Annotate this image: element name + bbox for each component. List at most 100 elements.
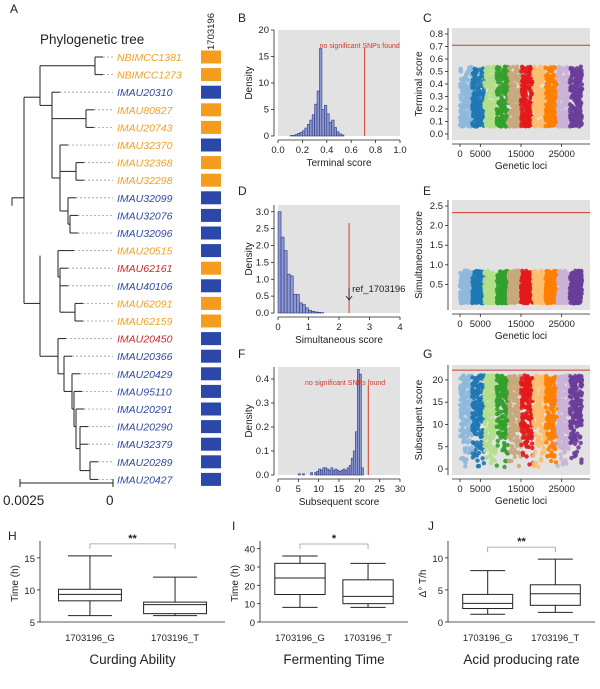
locus-point (513, 377, 518, 382)
y-tick-label: 3.0 (256, 207, 269, 218)
locus-point (473, 94, 478, 99)
locus-point (551, 268, 557, 274)
locus-point (555, 72, 560, 77)
allele-box-nbimcc1273 (201, 68, 221, 82)
hist-bar (310, 472, 313, 476)
locus-point (570, 69, 575, 74)
locus-point (495, 443, 500, 448)
locus-point (475, 458, 480, 463)
locus-point (483, 388, 488, 393)
locus-point (472, 109, 477, 114)
hist-bar (340, 469, 344, 476)
x-tick-label: 1.0 (393, 145, 406, 156)
x-tick-label: 25000 (548, 319, 574, 330)
locus-point (533, 278, 538, 284)
locus-point (507, 117, 512, 122)
allele-box-imau80827 (201, 103, 221, 117)
hist-bar (306, 124, 311, 137)
locus-point (497, 419, 502, 424)
locus-point (458, 68, 463, 73)
x-axis-title: Genetic loci (495, 331, 547, 342)
locus-point (524, 439, 530, 444)
allele-box-imau20515 (201, 244, 221, 258)
locus-point (508, 426, 513, 431)
locus-point (536, 77, 541, 82)
y-tick-label: 0.4 (430, 79, 443, 90)
locus-point (459, 392, 464, 398)
locus-point (484, 412, 489, 417)
locus-point (515, 76, 520, 81)
locus-point (477, 445, 482, 450)
locus-point (537, 400, 543, 405)
locus-point (509, 443, 515, 449)
locus-point (534, 292, 539, 297)
leaf-label-imau20427: IMAU20427 (117, 474, 174, 486)
locus-point (459, 403, 465, 409)
locus-point (507, 430, 512, 436)
x-tick-label: 0 (275, 484, 280, 495)
locus-point (552, 107, 557, 113)
hist-bar (346, 467, 350, 476)
locus-group (567, 64, 585, 129)
locus-point (526, 68, 531, 74)
leaf-label-imau20450: IMAU20450 (117, 334, 173, 346)
hist-bar (316, 471, 319, 476)
locus-point (560, 96, 566, 101)
locus-point (496, 67, 501, 72)
hist-bar (354, 431, 358, 476)
locus-point (458, 93, 463, 98)
locus-point (525, 414, 530, 419)
allele-box-imau32298 (201, 173, 221, 187)
locus-point (491, 64, 496, 69)
hist-bar (324, 467, 328, 476)
hist-bar (294, 134, 298, 137)
locus-point (567, 80, 572, 85)
panel-label-d: D (238, 184, 247, 198)
leaf-label-imau95110: IMAU95110 (117, 386, 172, 398)
panel-label-a: A (10, 2, 18, 16)
locus-point (459, 456, 464, 461)
locus-point (495, 438, 500, 444)
locus-point (564, 66, 570, 71)
locus-point (470, 394, 475, 399)
locus-point (528, 64, 533, 70)
locus-point (462, 97, 467, 102)
locus-point (498, 435, 504, 440)
hist-bar (326, 113, 330, 137)
locus-point (513, 396, 518, 402)
locus-point (521, 82, 526, 88)
locus-point (480, 456, 485, 461)
locus-point (473, 423, 478, 428)
allele-column-label: 1703196 (206, 13, 217, 50)
locus-point (509, 378, 514, 383)
locus-point (482, 283, 487, 289)
locus-point (475, 100, 480, 105)
locus-point (498, 103, 504, 108)
hist-bar (328, 469, 332, 476)
y-tick-label: 1.0 (430, 260, 443, 271)
locus-point (474, 122, 479, 127)
locus-point (506, 276, 512, 281)
locus-point (476, 95, 482, 100)
x-tick-label: 4 (397, 322, 402, 333)
locus-point (563, 100, 568, 106)
panel-label-e: E (423, 184, 431, 198)
locus-point (538, 287, 544, 292)
leaf-label-imau20290: IMAU20290 (117, 422, 173, 434)
locus-point (471, 85, 476, 91)
locus-point (555, 67, 561, 73)
locus-point (512, 108, 517, 114)
hist-bar (324, 104, 328, 137)
leaf-label-imau62091: IMAU62091 (117, 298, 172, 310)
x-axis-title: Terminal score (306, 158, 371, 169)
locus-point (511, 414, 516, 419)
locus-point (525, 115, 530, 120)
allele-box-nbimcc1381 (201, 50, 221, 64)
hist-bar (328, 121, 332, 137)
allele-box-imau20290 (201, 420, 221, 434)
y-tick-label: 10 (258, 78, 269, 89)
locus-point (495, 74, 500, 79)
locus-point (477, 288, 482, 293)
